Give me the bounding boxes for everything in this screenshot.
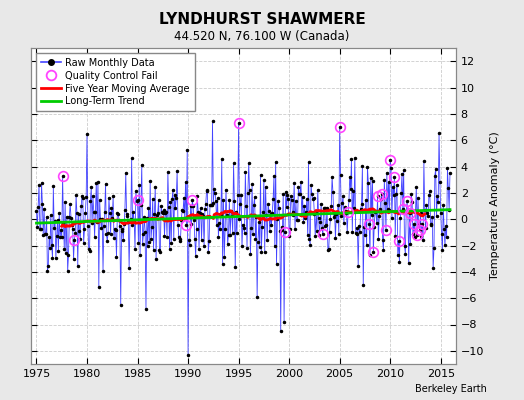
Y-axis label: Temperature Anomaly (°C): Temperature Anomaly (°C) — [489, 132, 500, 280]
Text: LYNDHURST SHAWMERE: LYNDHURST SHAWMERE — [159, 12, 365, 27]
Text: Berkeley Earth: Berkeley Earth — [416, 384, 487, 394]
Text: 44.520 N, 76.100 W (Canada): 44.520 N, 76.100 W (Canada) — [174, 30, 350, 43]
Legend: Raw Monthly Data, Quality Control Fail, Five Year Moving Average, Long-Term Tren: Raw Monthly Data, Quality Control Fail, … — [36, 53, 195, 111]
